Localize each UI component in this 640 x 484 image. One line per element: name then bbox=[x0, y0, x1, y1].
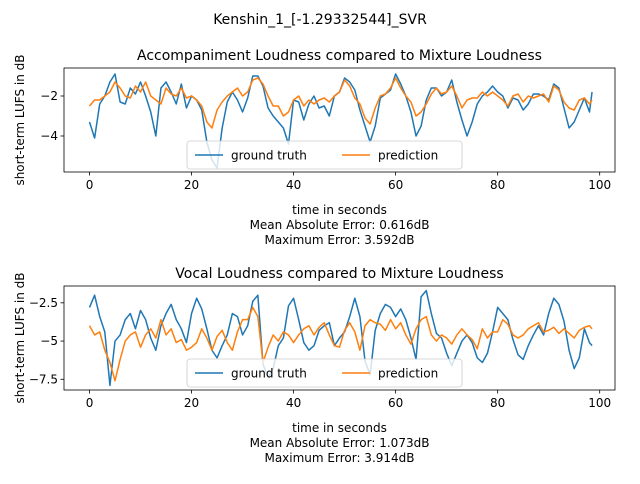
series-line-prediction bbox=[88, 77, 593, 129]
legend: ground truth prediction bbox=[186, 140, 463, 170]
x-tick-label: 100 bbox=[588, 396, 611, 410]
legend-label-prediction: prediction bbox=[378, 367, 438, 381]
y-axis-label: short-term LUFS in dB bbox=[13, 272, 27, 403]
vocal-plot: 0 20 40 60 80 100 −7.5 −5 −2.5 Vocal Loudness com… bbox=[13, 266, 616, 465]
x-tick-label: 0 bbox=[86, 178, 94, 192]
x-axis-label: time in seconds bbox=[292, 203, 387, 217]
x-tick-label: 20 bbox=[184, 396, 199, 410]
x-tick-label: 40 bbox=[286, 396, 301, 410]
y-tick-label: −7.5 bbox=[29, 372, 58, 386]
legend-label-ground-truth: ground truth bbox=[231, 149, 307, 163]
x-axis-label: time in seconds bbox=[292, 421, 387, 435]
legend-box bbox=[186, 358, 463, 388]
maximum-error-label: Maximum Error: 3.592dB bbox=[264, 233, 414, 247]
legend-label-ground-truth: ground truth bbox=[231, 367, 307, 381]
y-tick-label: −2 bbox=[40, 89, 58, 103]
y-axis-label: short-term LUFS in dB bbox=[13, 54, 27, 185]
x-tick-label: 60 bbox=[388, 396, 403, 410]
x-tick-label: 80 bbox=[490, 178, 505, 192]
axes-frame bbox=[63, 285, 616, 391]
figure-title: Kenshin_1_[-1.29332544]_SVR bbox=[213, 12, 427, 28]
plot-title: Accompaniment Loudness compared to Mixtu… bbox=[137, 48, 542, 64]
y-tick-label: −4 bbox=[40, 129, 58, 143]
axes-frame bbox=[63, 67, 616, 173]
x-tick-label: 100 bbox=[588, 178, 611, 192]
accompaniment-plot: 0 20 40 60 80 100 −4 −2 Accompaniment Loudness c… bbox=[13, 48, 616, 247]
maximum-error-label: Maximum Error: 3.914dB bbox=[264, 451, 414, 465]
x-tick-label: 20 bbox=[184, 178, 199, 192]
legend: ground truth prediction bbox=[186, 358, 463, 388]
x-tick-label: 0 bbox=[86, 396, 94, 410]
legend-box bbox=[186, 140, 463, 170]
x-tick-label: 40 bbox=[286, 178, 301, 192]
plot-title: Vocal Loudness compared to Mixture Loudn… bbox=[175, 266, 503, 282]
series-line-prediction bbox=[88, 306, 593, 382]
mean-absolute-error-label: Mean Absolute Error: 0.616dB bbox=[250, 218, 430, 232]
y-tick-label: −5 bbox=[40, 334, 58, 348]
x-tick-label: 80 bbox=[490, 396, 505, 410]
x-tick-label: 60 bbox=[388, 178, 403, 192]
y-tick-label: −2.5 bbox=[29, 296, 58, 310]
legend-label-prediction: prediction bbox=[378, 149, 438, 163]
mean-absolute-error-label: Mean Absolute Error: 1.073dB bbox=[250, 436, 430, 450]
